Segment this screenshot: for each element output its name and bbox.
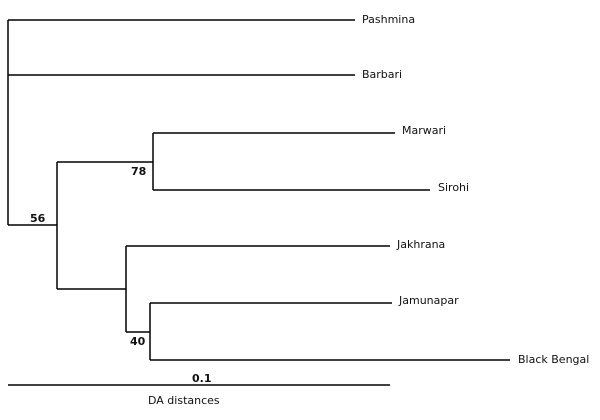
leaf-label: Black Bengal <box>518 353 589 366</box>
scale-label: DA distances <box>148 394 220 407</box>
leaf-label: Pashmina <box>362 13 415 26</box>
leaf-label: Sirohi <box>438 181 469 194</box>
support-value: 40 <box>130 335 146 348</box>
leaf-label: Marwari <box>402 124 446 137</box>
leaf-label: Barbari <box>362 68 402 81</box>
leaf-label: Jakhrana <box>396 238 445 251</box>
support-value: 78 <box>131 165 146 178</box>
scale-value: 0.1 <box>192 372 212 385</box>
leaf-label: Jamunapar <box>398 294 459 307</box>
support-value: 56 <box>30 212 46 225</box>
tree-branches <box>7 19 510 386</box>
